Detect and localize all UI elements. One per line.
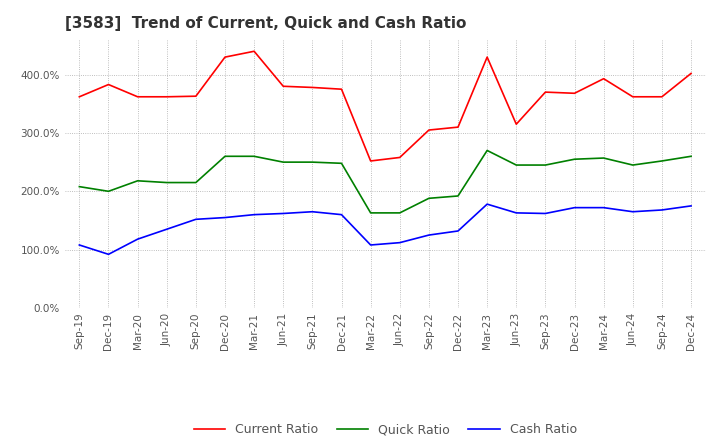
Quick Ratio (483, 148, 492, 153)
Quick Ratio (599, 155, 608, 161)
Quick Ratio (337, 161, 346, 166)
Current Ratio (192, 94, 200, 99)
Quick Ratio (279, 159, 287, 165)
Current Ratio (133, 94, 142, 99)
Current Ratio (250, 49, 258, 54)
Cash Ratio (395, 240, 404, 245)
Quick Ratio (512, 162, 521, 168)
Cash Ratio (220, 215, 229, 220)
Quick Ratio (308, 159, 317, 165)
Cash Ratio (133, 237, 142, 242)
Quick Ratio (657, 158, 666, 164)
Cash Ratio (279, 211, 287, 216)
Cash Ratio (192, 216, 200, 222)
Quick Ratio (163, 180, 171, 185)
Quick Ratio (454, 193, 462, 198)
Cash Ratio (366, 242, 375, 248)
Current Ratio (308, 85, 317, 90)
Current Ratio (541, 89, 550, 95)
Cash Ratio (483, 202, 492, 207)
Quick Ratio (629, 162, 637, 168)
Current Ratio (570, 91, 579, 96)
Cash Ratio (512, 210, 521, 216)
Line: Quick Ratio: Quick Ratio (79, 150, 691, 213)
Cash Ratio (570, 205, 579, 210)
Current Ratio (454, 125, 462, 130)
Cash Ratio (687, 203, 696, 209)
Cash Ratio (163, 227, 171, 232)
Quick Ratio (250, 154, 258, 159)
Current Ratio (395, 155, 404, 160)
Quick Ratio (541, 162, 550, 168)
Quick Ratio (192, 180, 200, 185)
Cash Ratio (599, 205, 608, 210)
Cash Ratio (250, 212, 258, 217)
Legend: Current Ratio, Quick Ratio, Cash Ratio: Current Ratio, Quick Ratio, Cash Ratio (189, 418, 582, 440)
Quick Ratio (395, 210, 404, 216)
Current Ratio (220, 55, 229, 60)
Current Ratio (629, 94, 637, 99)
Current Ratio (75, 94, 84, 99)
Line: Current Ratio: Current Ratio (79, 51, 691, 161)
Current Ratio (657, 94, 666, 99)
Quick Ratio (687, 154, 696, 159)
Cash Ratio (104, 252, 113, 257)
Current Ratio (366, 158, 375, 164)
Current Ratio (512, 121, 521, 127)
Cash Ratio (657, 207, 666, 213)
Quick Ratio (425, 196, 433, 201)
Cash Ratio (425, 232, 433, 238)
Current Ratio (104, 82, 113, 87)
Cash Ratio (337, 212, 346, 217)
Quick Ratio (133, 178, 142, 183)
Cash Ratio (541, 211, 550, 216)
Quick Ratio (104, 189, 113, 194)
Line: Cash Ratio: Cash Ratio (79, 204, 691, 254)
Current Ratio (163, 94, 171, 99)
Text: [3583]  Trend of Current, Quick and Cash Ratio: [3583] Trend of Current, Quick and Cash … (65, 16, 466, 32)
Current Ratio (425, 128, 433, 133)
Cash Ratio (454, 228, 462, 234)
Current Ratio (687, 71, 696, 76)
Quick Ratio (570, 157, 579, 162)
Quick Ratio (220, 154, 229, 159)
Quick Ratio (366, 210, 375, 216)
Quick Ratio (75, 184, 84, 189)
Current Ratio (337, 87, 346, 92)
Current Ratio (599, 76, 608, 81)
Current Ratio (483, 55, 492, 60)
Cash Ratio (629, 209, 637, 214)
Current Ratio (279, 84, 287, 89)
Cash Ratio (308, 209, 317, 214)
Cash Ratio (75, 242, 84, 248)
